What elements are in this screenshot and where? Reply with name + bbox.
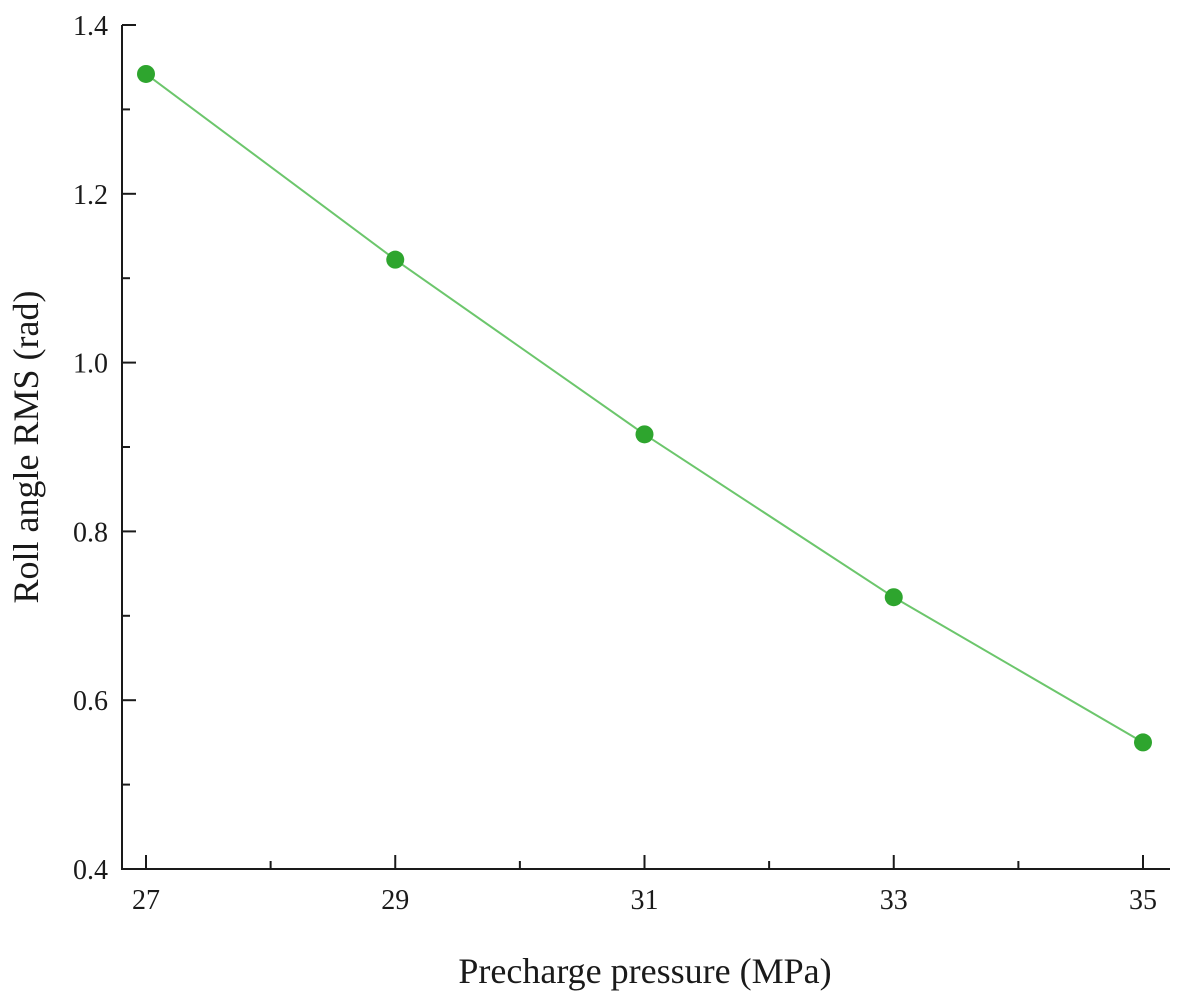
- x-tick-label: 27: [132, 885, 160, 916]
- data-point: [884, 588, 903, 607]
- y-tick-label: 1.4: [73, 11, 108, 42]
- x-tick-label: 35: [1129, 885, 1157, 916]
- series: [137, 64, 1152, 752]
- y-tick-label: 0.4: [73, 855, 108, 886]
- series-line: [145, 73, 1144, 744]
- y-axis-title: Roll angle RMS (rad): [6, 291, 46, 604]
- ticks: [122, 24, 1144, 870]
- tick-labels: 27 29 31 33 35 0.4 0.6 0.8 1.0 1.2 1.4: [73, 11, 1157, 916]
- x-axis-title: Precharge pressure (MPa): [458, 951, 831, 991]
- axes: [121, 25, 1170, 870]
- data-point: [386, 250, 405, 269]
- y-tick-label: 1.2: [73, 180, 108, 211]
- y-tick-label: 1.0: [73, 349, 108, 380]
- y-tick-label: 0.6: [73, 686, 108, 717]
- x-tick-label: 29: [381, 885, 409, 916]
- data-point: [137, 64, 155, 83]
- y-tick-label: 0.8: [73, 517, 108, 548]
- x-tick-label: 31: [631, 885, 659, 916]
- data-point: [635, 425, 654, 444]
- data-point: [1134, 733, 1152, 752]
- x-tick-label: 33: [880, 885, 908, 916]
